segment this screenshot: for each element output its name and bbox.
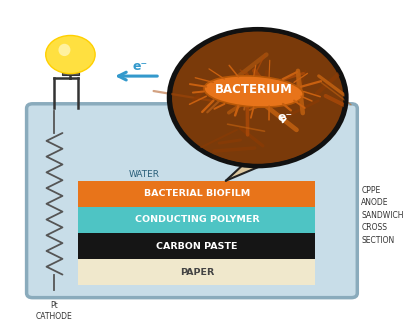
Text: PAPER: PAPER xyxy=(180,268,214,277)
Text: e⁻: e⁻ xyxy=(278,111,293,124)
Bar xyxy=(78,259,316,285)
Text: CPPE
ANODE
SANDWICH
CROSS
SECTION: CPPE ANODE SANDWICH CROSS SECTION xyxy=(361,186,404,245)
Text: BACTERIUM: BACTERIUM xyxy=(215,83,293,97)
Ellipse shape xyxy=(59,44,70,56)
Text: e⁻: e⁻ xyxy=(133,60,148,73)
Circle shape xyxy=(46,36,95,74)
Bar xyxy=(78,207,316,233)
Polygon shape xyxy=(226,162,269,181)
FancyBboxPatch shape xyxy=(27,104,357,298)
Text: BACTERIAL BIOFILM: BACTERIAL BIOFILM xyxy=(144,189,250,198)
Text: WATER: WATER xyxy=(129,170,159,179)
Bar xyxy=(62,63,79,75)
Circle shape xyxy=(172,31,343,164)
Bar xyxy=(78,181,316,207)
Circle shape xyxy=(169,29,346,166)
Text: Pt
CATHODE: Pt CATHODE xyxy=(36,301,73,321)
Text: CARBON PASTE: CARBON PASTE xyxy=(156,242,238,251)
Ellipse shape xyxy=(204,76,303,107)
Bar xyxy=(78,233,316,259)
Text: CONDUCTING POLYMER: CONDUCTING POLYMER xyxy=(135,215,259,224)
